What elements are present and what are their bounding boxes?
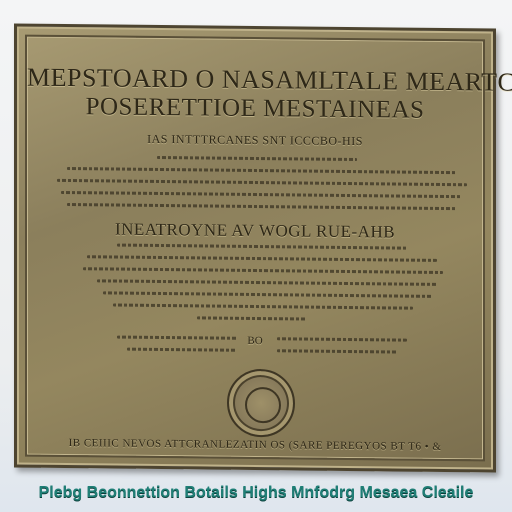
engraved-text-line: [277, 349, 397, 354]
engraved-text-line: [67, 167, 457, 175]
plaque: MEPSTOARD O NASAMLTALE MEARTC POSERETTIO…: [14, 23, 512, 473]
plaque-line3: IAS INTTTRCANES SNT ICCCBO-HIS: [147, 131, 363, 149]
engraved-text-line: [103, 291, 433, 298]
plaque-title-line2: POSERETTIOE MESTAINEAS: [85, 93, 425, 124]
engraved-text-line: [83, 267, 443, 274]
plaque-title-line1: MEPSTOARD O NASAMLTALE MEARTC: [27, 62, 512, 97]
engraved-text-line: [157, 155, 357, 162]
plaque-tag: BO: [247, 334, 263, 348]
engraved-text-line: [67, 203, 457, 211]
seal-center: [245, 386, 281, 424]
engraved-text-line: [127, 347, 237, 352]
engraved-text-line: [97, 279, 437, 286]
plaque-subheading: INEATROYNE AV WOGL RUE-AHB: [114, 219, 396, 242]
engraved-text-line: [113, 303, 413, 310]
engraved-text-line: [117, 243, 407, 250]
image-caption: Plebg Beonnettion Botails Highs Mnfodrg …: [38, 484, 474, 501]
engraved-text-line: [87, 255, 437, 262]
round-seal-icon: [227, 368, 295, 438]
engraved-text-line: [197, 316, 307, 321]
plaque-border: MEPSTOARD O NASAMLTALE MEARTC POSERETTIO…: [25, 34, 512, 462]
plaque-footer: IB CEIIIC NEVOS ATTCRANLEZATIN OS (SARE …: [68, 437, 442, 453]
engraved-text-line: [61, 190, 461, 199]
engraved-text-line: [57, 178, 467, 187]
